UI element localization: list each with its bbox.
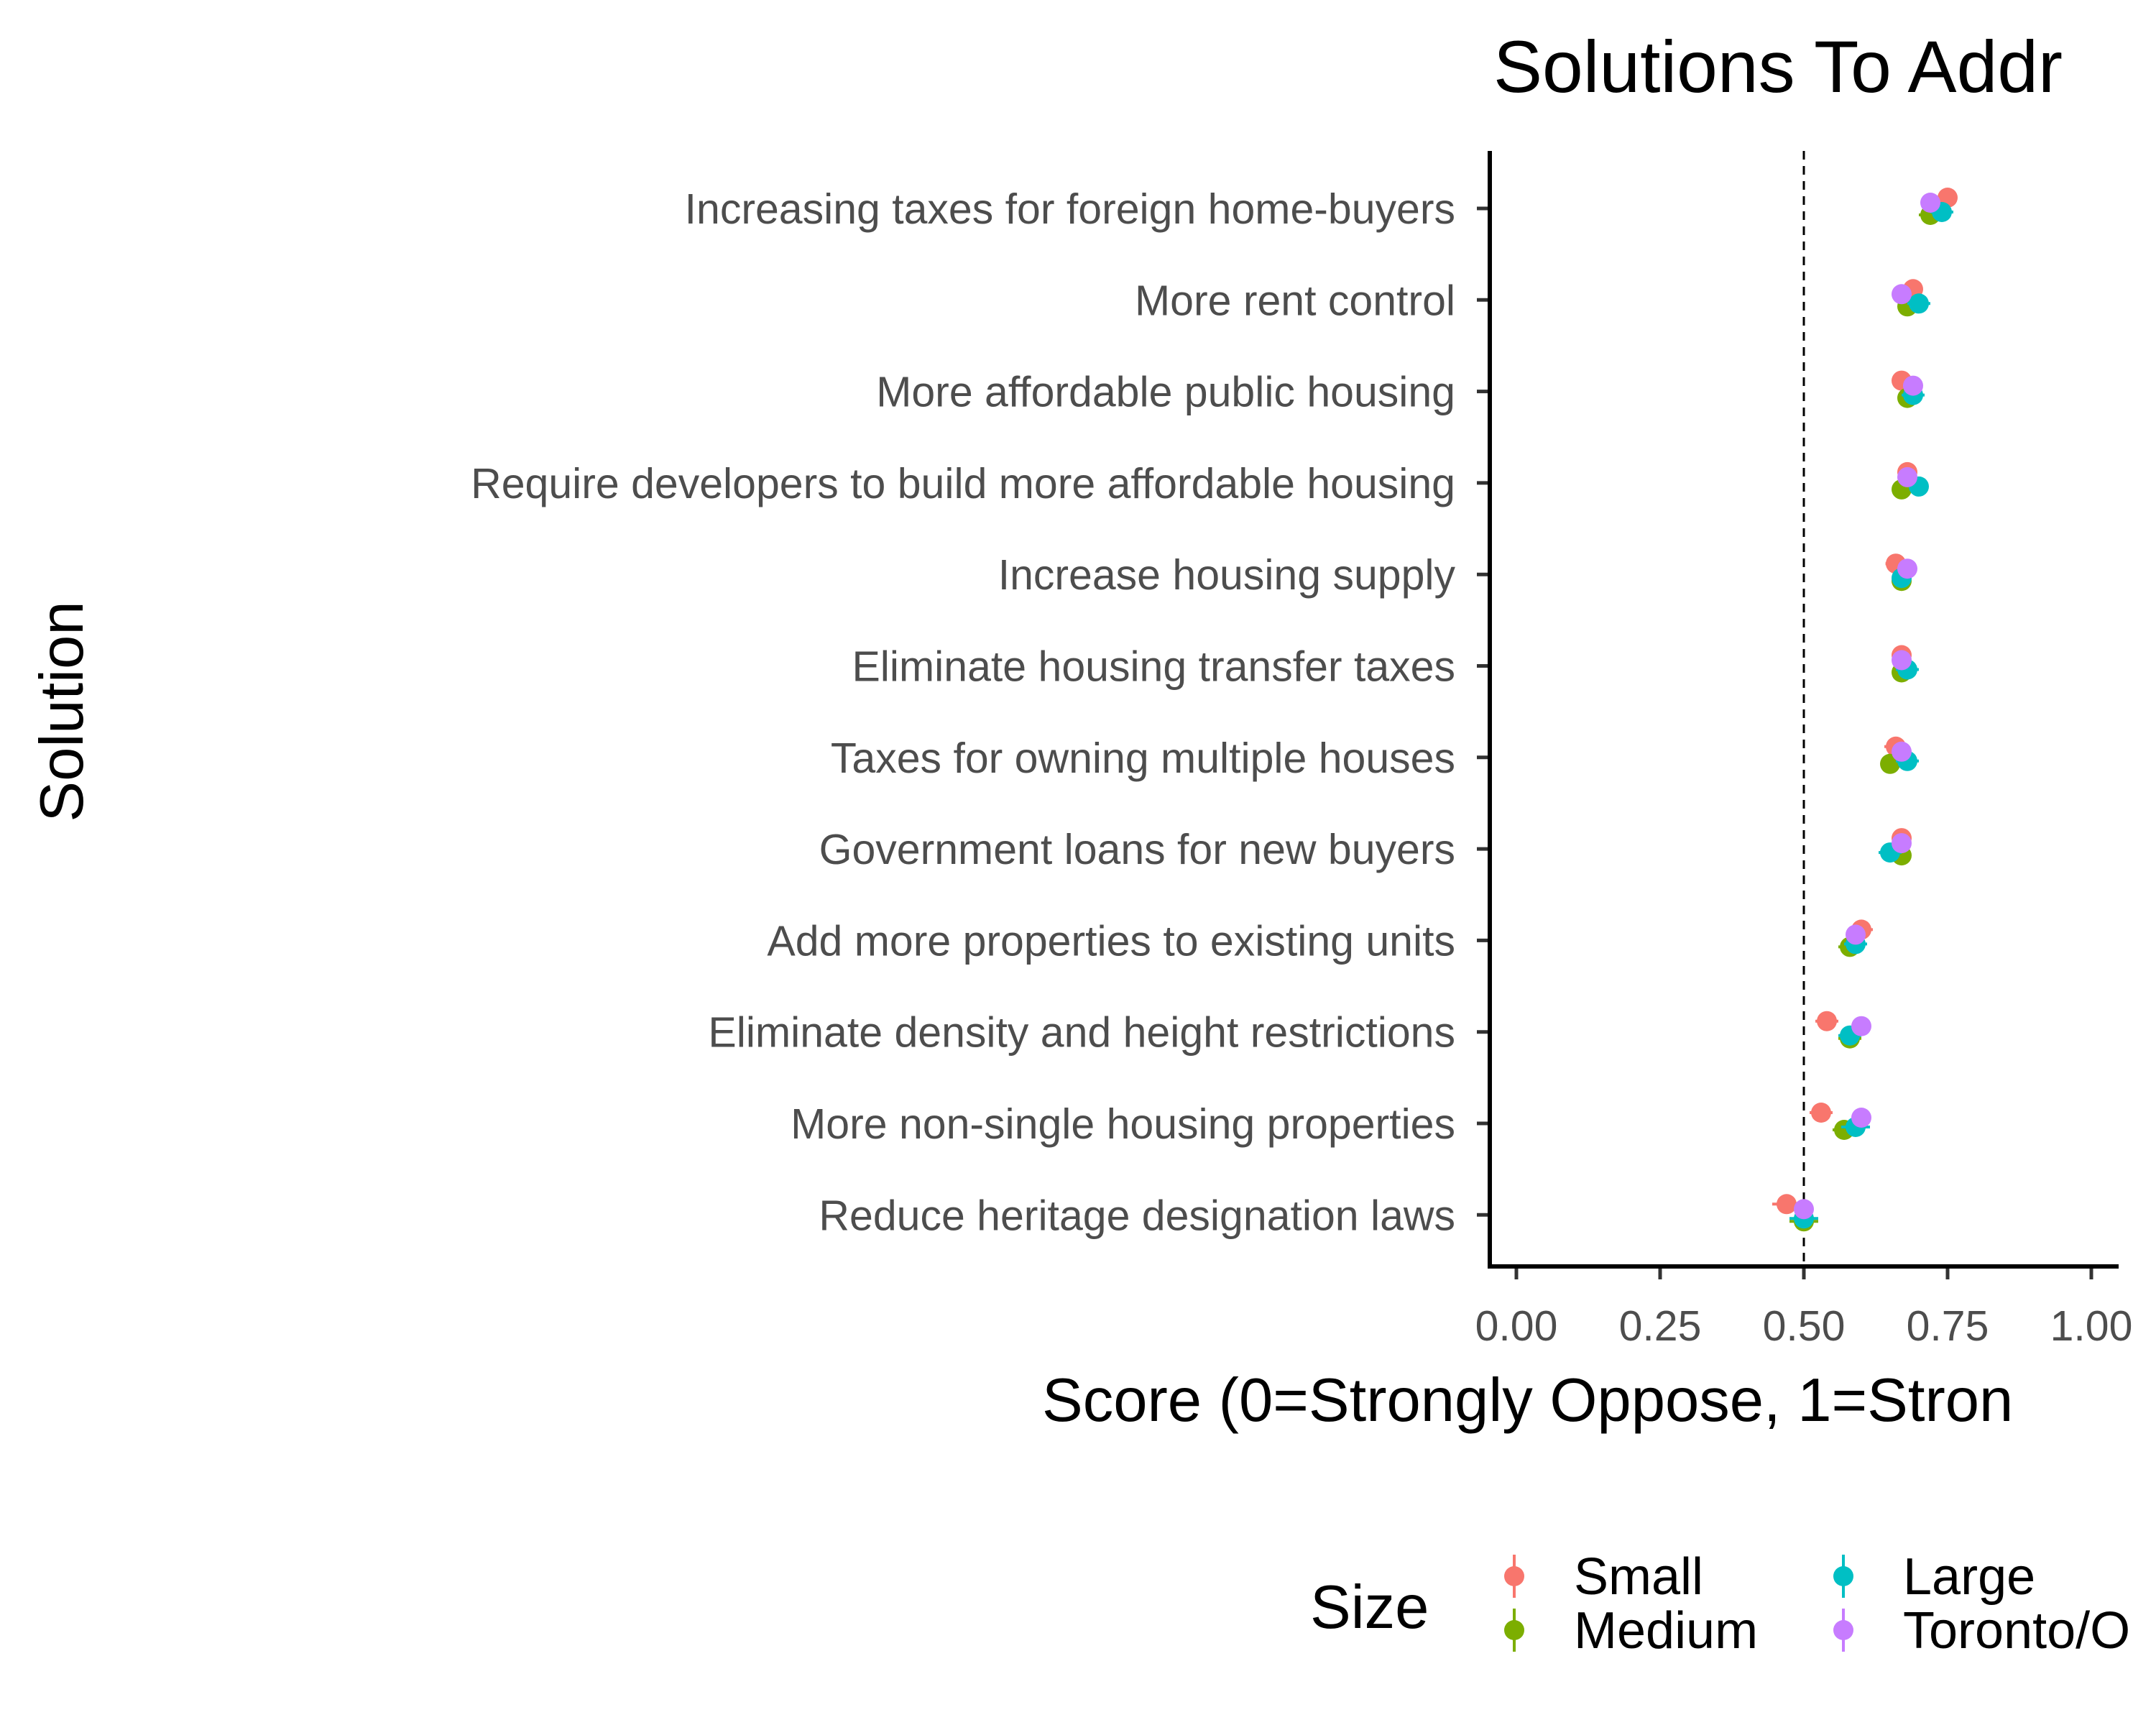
category-label: More rent control — [1135, 277, 1455, 324]
legend-item: Toronto/O — [1833, 1602, 2130, 1660]
series-toronto-o — [1794, 193, 1940, 1220]
legend-label: Medium — [1574, 1602, 1758, 1660]
data-point — [1909, 293, 1929, 314]
category-label: Taxes for owning multiple houses — [831, 735, 1455, 782]
category-label: Government loans for new buyers — [819, 826, 1455, 873]
data-point — [1892, 833, 1912, 854]
legend-label: Toronto/O — [1903, 1602, 2130, 1660]
x-tick-label: 0.75 — [1907, 1302, 1989, 1350]
x-tick-label: 1.00 — [2050, 1302, 2133, 1350]
category-label: Increasing taxes for foreign home-buyers — [685, 185, 1455, 233]
data-point — [1851, 1016, 1871, 1036]
data-point — [1897, 558, 1917, 579]
category-label: Add more properties to existing units — [767, 917, 1455, 965]
legend-key-dot — [1504, 1566, 1524, 1586]
category-label: Eliminate housing transfer taxes — [852, 643, 1455, 691]
data-point — [1892, 284, 1912, 305]
category-label: More non-single housing properties — [791, 1100, 1455, 1148]
chart-title: Solutions To Addr — [1493, 26, 2063, 108]
legend-item: Medium — [1504, 1602, 1758, 1660]
series-medium — [1789, 205, 1942, 1232]
series-large — [1789, 202, 1953, 1229]
y-axis-title: Solution — [28, 601, 96, 822]
data-point — [1846, 924, 1866, 945]
data-point — [1892, 741, 1912, 762]
category-label: Reduce heritage designation laws — [819, 1192, 1455, 1239]
data-point — [1817, 1011, 1837, 1031]
x-tick-label: 0.50 — [1763, 1302, 1846, 1350]
data-point — [1903, 375, 1923, 396]
legend-label: Large — [1903, 1548, 2035, 1606]
data-point — [1777, 1194, 1797, 1215]
legend-item: Large — [1833, 1548, 2035, 1606]
data-point — [1920, 193, 1940, 213]
legend-label: Small — [1574, 1548, 1703, 1606]
category-label: Eliminate density and height restriction… — [708, 1009, 1455, 1057]
series-small — [1772, 188, 1958, 1215]
x-axis-ticks: 0.00 0.25 0.50 0.75 1.00 — [1475, 1266, 2133, 1350]
data-point — [1811, 1103, 1831, 1123]
x-axis-title: Score (0=Strongly Oppose, 1=Stron — [1042, 1366, 2013, 1435]
x-tick-label: 0.25 — [1619, 1302, 1702, 1350]
legend-key-dot — [1833, 1620, 1853, 1640]
legend-key-dot — [1833, 1566, 1853, 1586]
data-point — [1794, 1199, 1814, 1220]
x-tick-label: 0.00 — [1475, 1302, 1558, 1350]
category-label: More affordable public housing — [876, 369, 1455, 416]
legend-key-dot — [1504, 1620, 1524, 1640]
category-label: Increase housing supply — [998, 551, 1456, 599]
data-point — [1897, 466, 1917, 487]
legend-item: Small — [1504, 1548, 1703, 1606]
data-point — [1851, 1108, 1871, 1128]
category-labels: Increasing taxes for foreign home-buyers… — [471, 185, 1455, 1239]
data-points — [1772, 188, 1958, 1232]
legend-title: Size — [1310, 1573, 1429, 1642]
category-label: Require developers to build more afforda… — [471, 460, 1455, 507]
data-point — [1892, 650, 1912, 671]
